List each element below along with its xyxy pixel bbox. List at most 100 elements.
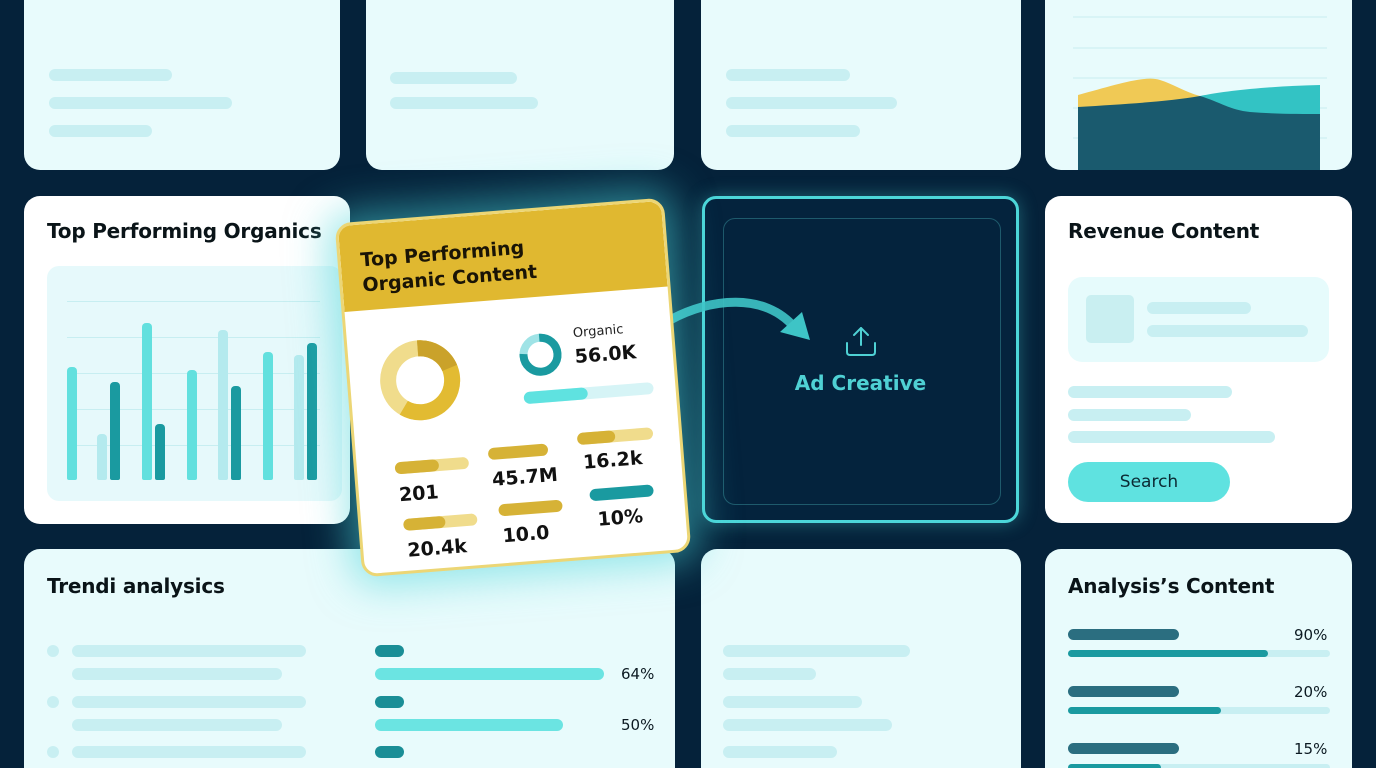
skeleton-line xyxy=(72,645,306,657)
analysis-content-card: Analysis’s Content 90% 20% 15% xyxy=(1045,549,1352,768)
organic-value: 56.0K xyxy=(573,341,638,369)
placeholder-card-3 xyxy=(701,0,1021,170)
stat-value: 45.7M xyxy=(491,463,559,491)
placeholder-card-1 xyxy=(24,0,340,170)
bar xyxy=(110,382,120,480)
skeleton-line xyxy=(390,97,538,109)
skeleton-line xyxy=(726,97,897,109)
stat-value: 20.4k xyxy=(406,535,468,562)
ad-creative-label: Ad Creative xyxy=(794,371,927,395)
ad-creative-dropzone[interactable]: Ad Creative xyxy=(702,196,1019,523)
skeleton-line xyxy=(1147,302,1251,314)
list-bullet xyxy=(47,746,59,758)
skeleton-line xyxy=(723,668,816,680)
bar xyxy=(187,370,197,480)
skeleton-line xyxy=(723,746,837,758)
organic-donut-icon xyxy=(519,333,562,376)
bar xyxy=(97,434,107,480)
dropzone-inner-border xyxy=(723,218,1001,505)
stat-bar xyxy=(498,499,563,517)
bar xyxy=(231,386,241,480)
stat-value: 16.2k xyxy=(582,447,644,474)
bar xyxy=(263,352,273,480)
progress-fill xyxy=(1068,650,1268,657)
skeleton-line xyxy=(1068,409,1191,421)
bar xyxy=(294,355,304,480)
placeholder-card-4 xyxy=(701,549,1021,768)
skeleton-line xyxy=(72,746,306,758)
percent-label: 20% xyxy=(1294,683,1328,701)
skeleton-line xyxy=(723,696,862,708)
floating-organic-content-card[interactable]: Top Performing Organic Content Organic 5… xyxy=(334,197,692,578)
skeleton-line xyxy=(49,97,232,109)
skeleton-line xyxy=(72,696,306,708)
skeleton-line xyxy=(390,72,517,84)
content-preview[interactable] xyxy=(1068,277,1329,362)
skeleton-line xyxy=(49,69,172,81)
percent-label: 90% xyxy=(1294,626,1328,644)
skeleton-line xyxy=(723,719,892,731)
bar xyxy=(155,424,165,480)
card-header: Top Performing Organic Content xyxy=(337,200,668,312)
progress-bar xyxy=(375,668,604,680)
skeleton-line xyxy=(1068,386,1232,398)
card-title: Trendi analysics xyxy=(47,574,225,598)
skeleton-line xyxy=(1147,325,1308,337)
progress-fill xyxy=(1068,764,1161,768)
card-title: Top Performing Organic Content xyxy=(360,235,538,299)
bar xyxy=(307,343,317,480)
skeleton-line xyxy=(723,645,910,657)
skeleton-line xyxy=(726,125,860,137)
stat-bar xyxy=(487,443,549,461)
bar xyxy=(142,323,152,480)
card-title: Revenue Content xyxy=(1068,219,1260,243)
area-chart-card xyxy=(1045,0,1352,170)
progress-track xyxy=(1068,764,1330,768)
list-bullet xyxy=(47,645,59,657)
revenue-content-card: Revenue Content Search xyxy=(1045,196,1352,523)
bar xyxy=(218,330,228,480)
placeholder-card-2 xyxy=(366,0,674,170)
skeleton-line xyxy=(1068,431,1275,443)
skeleton-line xyxy=(72,719,282,731)
list-bullet xyxy=(47,696,59,708)
grid-line xyxy=(67,337,320,338)
progress-fill xyxy=(523,387,589,405)
metric-label-bar xyxy=(1068,686,1179,697)
stat-value: 201 xyxy=(398,481,440,507)
stat-bar xyxy=(589,484,654,502)
area-chart xyxy=(1073,16,1327,170)
thumbnail xyxy=(1086,295,1134,343)
organic-content-card[interactable]: Top Performing Organic Content Organic 5… xyxy=(334,197,692,578)
percent-label: 15% xyxy=(1294,740,1328,758)
stat-bar xyxy=(394,459,440,475)
metric-label-bar xyxy=(1068,743,1179,754)
metric-tag xyxy=(375,746,404,758)
progress-bar xyxy=(375,719,563,731)
bar-chart xyxy=(47,266,342,501)
percent-label: 50% xyxy=(621,716,655,734)
trend-analysis-card: Trendi analysics 64% 50% xyxy=(24,549,675,768)
card-title: Top Performing Organics xyxy=(47,219,322,243)
search-button[interactable]: Search xyxy=(1068,462,1230,502)
stat-value: 10.0 xyxy=(501,521,551,548)
top-performing-organics-card: Top Performing Organics xyxy=(24,196,350,524)
donut-chart-icon xyxy=(380,340,461,421)
metric-tag xyxy=(375,645,404,657)
arrow-icon xyxy=(670,297,810,340)
organic-label: Organic xyxy=(572,322,624,342)
card-title: Analysis’s Content xyxy=(1068,574,1275,598)
skeleton-line xyxy=(72,668,282,680)
grid-line xyxy=(67,301,320,302)
stat-value: 10% xyxy=(596,505,644,531)
metric-label-bar xyxy=(1068,629,1179,640)
skeleton-line xyxy=(726,69,850,81)
metric-tag xyxy=(375,696,404,708)
stat-bar xyxy=(402,515,446,532)
progress-fill xyxy=(1068,707,1221,714)
upload-icon xyxy=(846,327,876,356)
percent-label: 64% xyxy=(621,665,655,683)
bar xyxy=(67,367,77,480)
stat-bar xyxy=(576,430,616,446)
skeleton-line xyxy=(49,125,152,137)
